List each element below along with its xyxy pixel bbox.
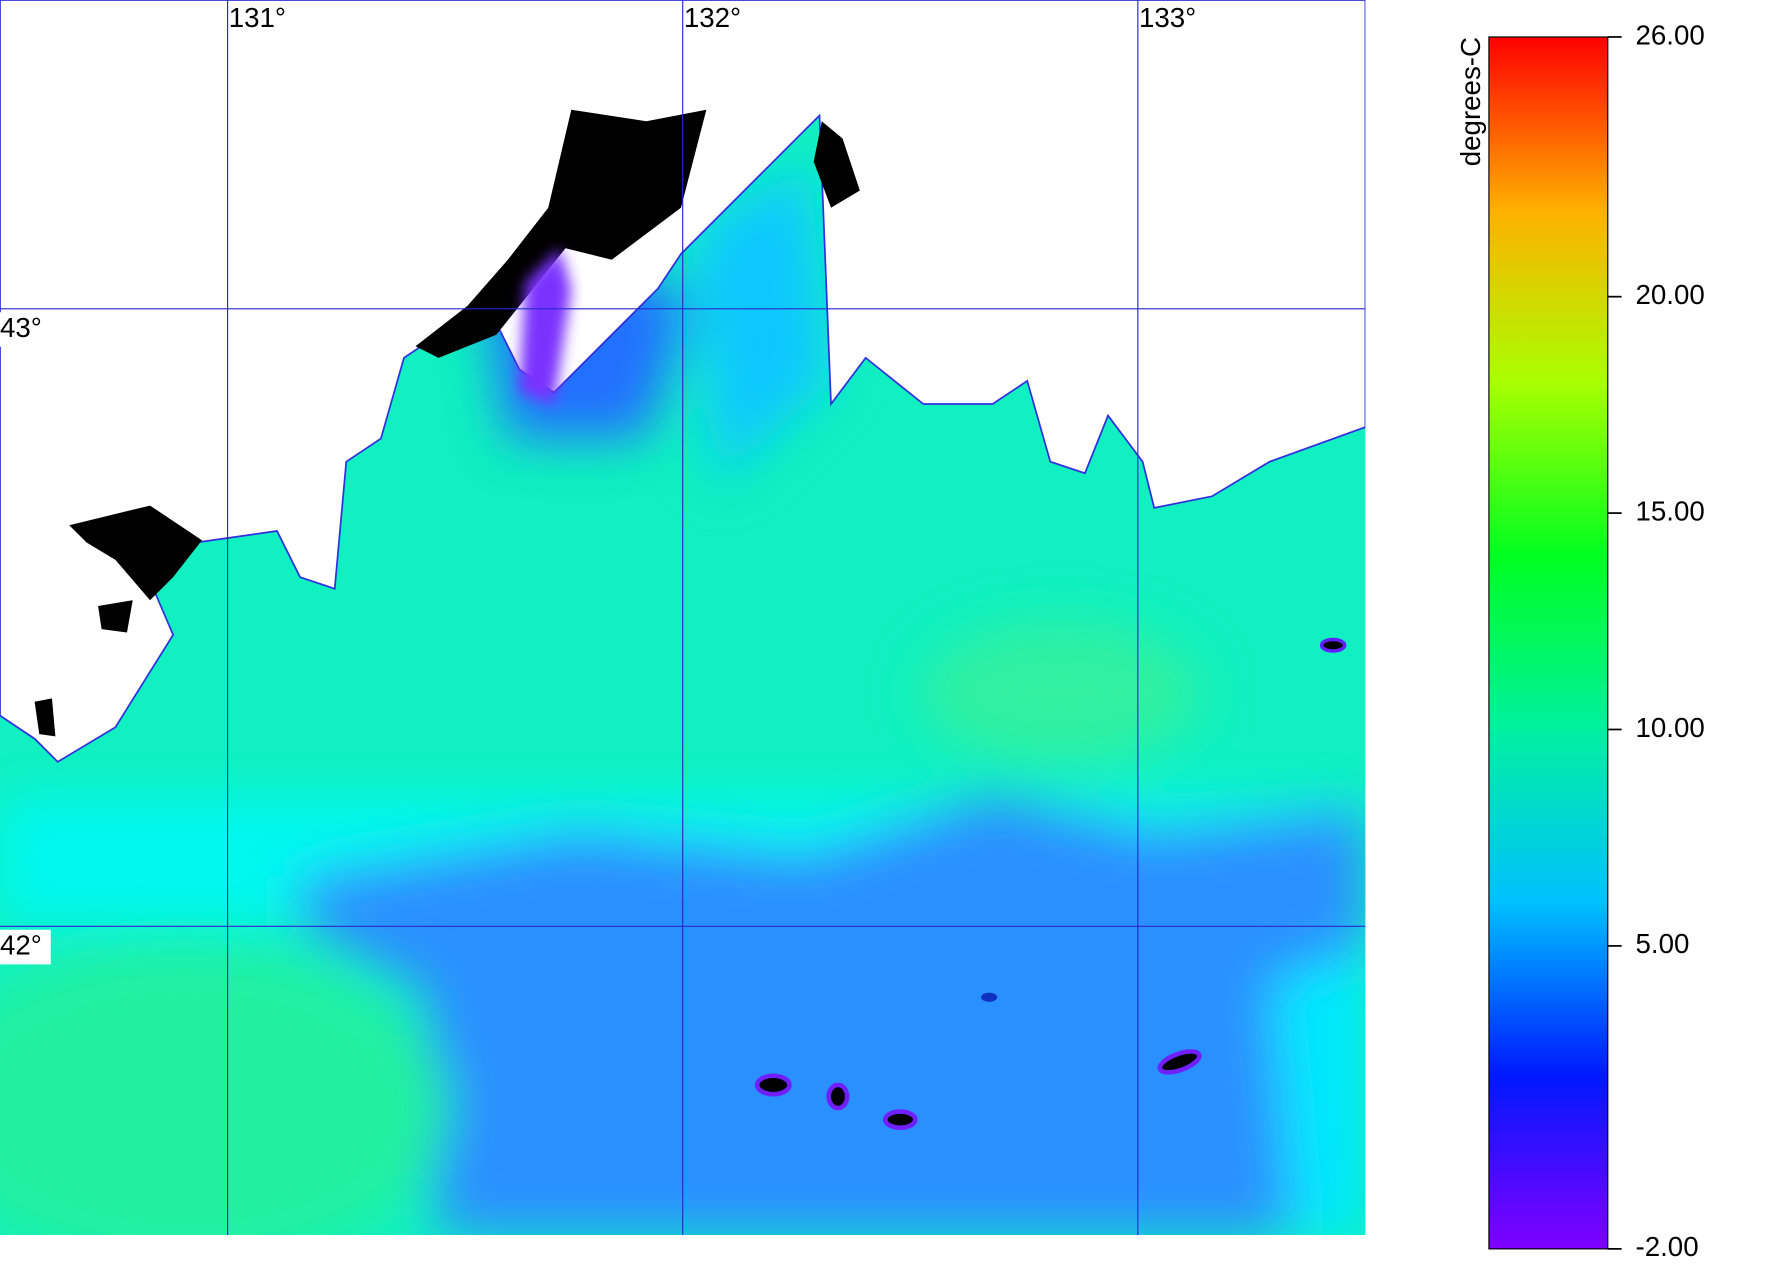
colorbar-tick-label: -2.00 — [1635, 1231, 1698, 1262]
colorbar-tick-label: 26.00 — [1635, 19, 1704, 50]
colorbar-label: degrees-C — [1455, 37, 1486, 166]
graticule: 131° 132° 133° 42° 43° — [0, 0, 1366, 1236]
latitude-label-bg — [0, 312, 51, 347]
longitude-label: 133° — [1139, 2, 1196, 33]
colorbar-tick-label: 15.00 — [1635, 495, 1704, 526]
colorbar-tick-label: 10.00 — [1635, 712, 1704, 743]
longitude-label: 132° — [684, 2, 741, 33]
latitude-label-bg — [0, 929, 51, 965]
colorbar-scale — [1488, 36, 1609, 1250]
longitude-label: 131° — [229, 2, 286, 33]
colorbar-tick-label: 5.00 — [1635, 928, 1689, 959]
colorbar-tick-label: 20.00 — [1635, 279, 1704, 310]
latitude-label: 42° — [0, 929, 42, 960]
latitude-label: 43° — [0, 312, 42, 343]
colorbar: degrees-C 26.00 20.00 15.00 10.00 5.00 -2.00 — [1455, 19, 1705, 1262]
